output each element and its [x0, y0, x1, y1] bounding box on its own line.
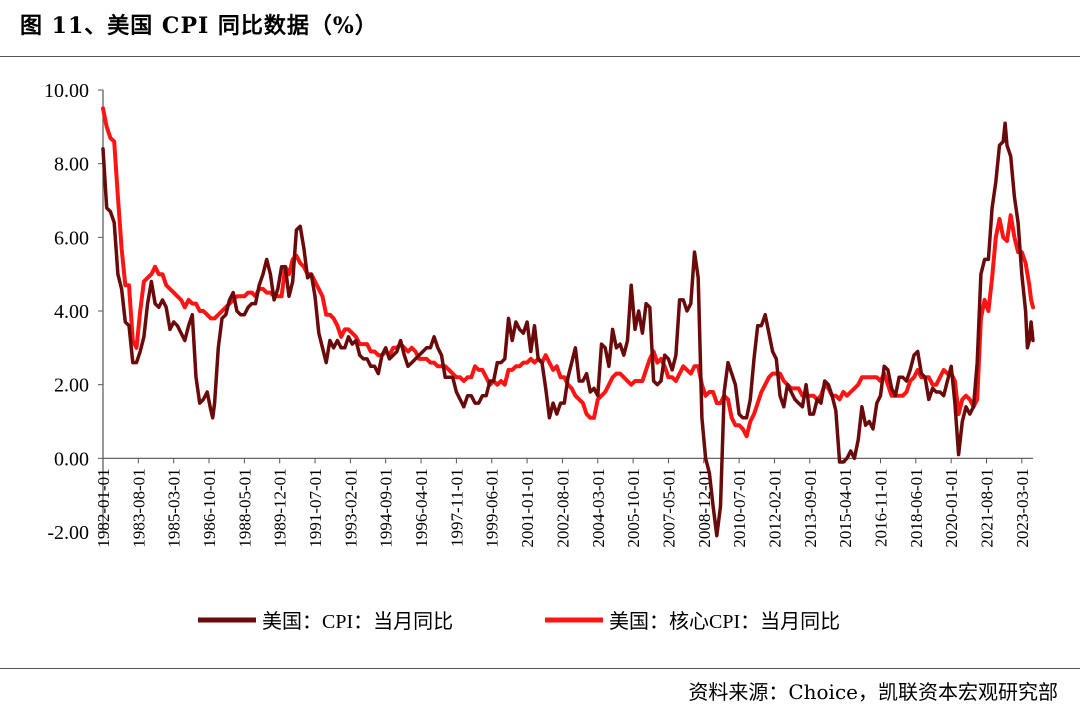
source-note: 资料来源：Choice，凯联资本宏观研究部 [688, 680, 1058, 704]
top-rule [0, 56, 1080, 57]
x-tick-label: 2004-03-01 [589, 468, 608, 547]
y-tick-label: 8.00 [54, 154, 89, 176]
x-tick-label: 2001-01-01 [518, 468, 537, 547]
x-tick-label: 2007-05-01 [659, 468, 678, 547]
x-tick-label: 2021-08-01 [978, 468, 997, 547]
figure-title: 图 11、美国 CPI 同比数据（%） [20, 13, 378, 39]
x-tick-label: 2005-10-01 [624, 468, 643, 547]
x-tick-label: 2012-02-01 [765, 468, 784, 547]
legend-label-core-cpi: 美国：核心CPI：当月同比 [609, 610, 840, 633]
x-tick-label: 1988-05-01 [235, 468, 254, 547]
legend: 美国：CPI：当月同比 美国：核心CPI：当月同比 [198, 610, 840, 633]
x-tick-label: 1986-10-01 [200, 468, 219, 547]
cpi-line-chart: -2.00 0.00 2.00 4.00 6.00 8.00 10.00 1982-01-0… [44, 80, 1035, 633]
x-tick-label: 2018-06-01 [907, 468, 926, 547]
cpi-series-line [101, 121, 1035, 538]
x-tick-label: 2023-03-01 [1013, 468, 1032, 547]
y-tick-label: 4.00 [54, 301, 89, 323]
y-axis: -2.00 0.00 2.00 4.00 6.00 8.00 10.00 [44, 80, 104, 544]
x-axis: 1982-01-01 1983-08-01 1985-03-01 1986-10-01… [94, 457, 1033, 548]
y-tick-label: 10.00 [44, 80, 89, 102]
x-tick-label: 1996-04-01 [412, 468, 431, 547]
x-tick-label: 2015-04-01 [836, 468, 855, 547]
x-tick-label: 1999-06-01 [483, 468, 502, 547]
x-tick-label: 1985-03-01 [165, 468, 184, 547]
bottom-rule [0, 668, 1080, 669]
x-tick-label: 1991-07-01 [306, 468, 325, 547]
x-tick-label: 1993-02-01 [341, 468, 360, 547]
x-tick-label: 1983-08-01 [129, 468, 148, 547]
x-tick-label: 2020-01-01 [942, 468, 961, 547]
x-tick-label: 1997-11-01 [447, 468, 466, 547]
y-tick-label: -2.00 [47, 522, 89, 544]
y-tick-label: 0.00 [54, 448, 89, 470]
x-tick-label: 1989-12-01 [271, 468, 290, 547]
x-tick-label: 2002-08-01 [553, 468, 572, 547]
x-tick-label: 1982-01-01 [94, 468, 113, 547]
x-tick-label: 1994-09-01 [377, 468, 396, 547]
x-tick-label: 2010-07-01 [730, 468, 749, 547]
x-tick-label: 2008-12-01 [695, 468, 714, 547]
y-tick-label: 2.00 [54, 375, 89, 397]
y-tick-label: 6.00 [54, 227, 89, 249]
x-tick-label: 2016-11-01 [871, 468, 890, 547]
legend-label-cpi: 美国：CPI：当月同比 [262, 610, 453, 633]
x-tick-label: 2013-09-01 [801, 468, 820, 547]
series-lines [101, 106, 1035, 538]
